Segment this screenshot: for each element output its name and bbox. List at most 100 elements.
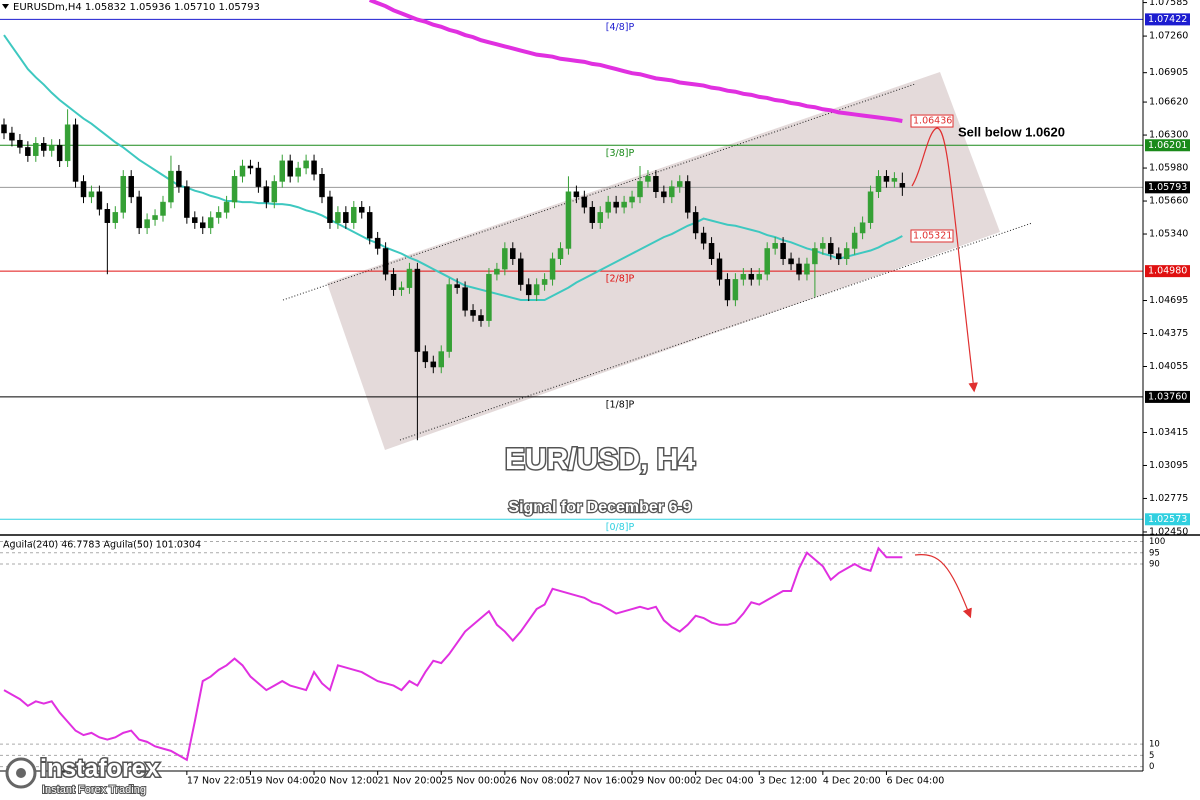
y-tick-label: 1.07260: [1149, 31, 1188, 42]
candle-body: [891, 178, 898, 182]
candle-body: [398, 287, 405, 290]
level-price-box: [1145, 13, 1190, 26]
candle-body: [740, 273, 747, 280]
logo: instaforex Instant Forex Trading: [5, 753, 161, 797]
level-price-box: [1145, 265, 1190, 278]
candle-body: [700, 232, 707, 244]
y-tick-label: 1.06300: [1149, 130, 1188, 141]
y-tick-label: 1.04055: [1149, 361, 1188, 372]
candle-body: [510, 248, 516, 260]
y-tick-label: 1.06620: [1149, 97, 1188, 108]
y-tick-label: 100: [1149, 537, 1165, 547]
ma-value-label: 1.06436: [913, 116, 952, 127]
level-price-box: [1145, 513, 1190, 526]
candle-body: [184, 186, 190, 218]
candle-body: [200, 222, 206, 229]
candle-body: [239, 165, 246, 177]
candle-body: [311, 160, 317, 175]
candle-body: [637, 181, 643, 198]
candle-body: [128, 176, 134, 198]
moving-average: [3, 34, 903, 302]
oscillator-panel: [0, 541, 1143, 768]
candle-body: [72, 124, 79, 182]
price-panel: [1, 0, 906, 441]
candle-body: [223, 201, 230, 213]
candle-body: [382, 248, 389, 275]
channel-area: [327, 72, 1000, 450]
candle-body: [303, 160, 309, 169]
candle-body: [589, 206, 596, 223]
candle-body: [80, 181, 87, 198]
axes: 1.07585 1.07260 1.06905 1.06620 1.06300 1.059…: [186, 0, 1190, 787]
y-tick-label: 1.02450: [1149, 526, 1188, 537]
level-price-label: 1.07422: [1148, 14, 1187, 25]
oscillator-arrow: [914, 554, 972, 619]
candle-body: [446, 284, 452, 352]
candle-body: [136, 196, 142, 229]
candle-body: [629, 196, 635, 203]
candle-body: [525, 284, 532, 296]
candle-body: [486, 273, 492, 321]
level-label: [1/8]P: [606, 399, 635, 410]
x-tick-label: 2 Dec 04:00: [696, 776, 754, 787]
candle-body: [732, 279, 739, 301]
y-tick-label: 1.03095: [1149, 460, 1188, 471]
y-tick-label: 1.05660: [1149, 196, 1188, 207]
candle-body: [327, 196, 333, 223]
candle-body: [144, 219, 150, 229]
candle-body: [430, 361, 437, 368]
candle-body: [549, 258, 556, 280]
y-tick-label: 90: [1149, 560, 1160, 570]
x-tick-label: 17 Nov 22:05: [187, 776, 251, 787]
y-tick-label: 1.07585: [1149, 0, 1188, 8]
current-price-label: 1.05793: [1148, 182, 1187, 193]
candle-body: [875, 176, 882, 193]
chart-subtitle: Signal for December 6-9: [508, 499, 691, 516]
candle-body: [41, 143, 47, 151]
candle-body: [120, 176, 126, 213]
x-tick-label: 21 Nov 20:00: [378, 776, 442, 787]
y-tick-label: 5: [1149, 751, 1154, 761]
candle-body: [231, 176, 238, 203]
candle-body: [828, 243, 834, 254]
candle-body: [645, 176, 651, 182]
candle-body: [470, 310, 476, 316]
candle-body: [899, 183, 906, 188]
level-price-box: [1145, 139, 1190, 152]
candle-body: [518, 258, 524, 285]
candle-body: [669, 186, 675, 198]
candle-body: [692, 212, 699, 234]
candle-body: [104, 209, 111, 223]
candle-body: [454, 284, 460, 288]
candle-body: [422, 351, 429, 363]
candle-body: [462, 287, 468, 311]
candle-body: [621, 201, 627, 208]
x-tick-label: 3 Dec 12:00: [759, 776, 817, 787]
candle-body: [605, 201, 611, 213]
candle-body: [684, 181, 691, 213]
candle-body: [613, 201, 619, 208]
candle-body: [597, 212, 603, 223]
candle-body: [17, 139, 23, 148]
level-label: [3/8]P: [606, 148, 635, 159]
ma-value-label: 1.05321: [913, 230, 952, 241]
candle-body: [788, 258, 794, 265]
logo-tagline: Instant Forex Trading: [42, 784, 146, 796]
candle-body: [883, 176, 890, 182]
x-tick-label: 25 Nov 00:00: [441, 776, 505, 787]
x-tick-label: 26 Nov 08:00: [505, 776, 569, 787]
ma-value-box: [910, 229, 954, 243]
candle-body: [351, 206, 357, 223]
candle-body: [533, 284, 540, 296]
candle-body: [319, 173, 325, 198]
y-tick-label: 1.04375: [1149, 328, 1188, 339]
candle-body: [406, 268, 413, 288]
candle-body: [764, 248, 770, 275]
level-price-label: 1.04980: [1148, 266, 1187, 277]
candle-body: [867, 191, 874, 223]
x-tick-label: 4 Dec 20:00: [823, 776, 881, 787]
candle-body: [414, 268, 421, 352]
candle-body: [215, 212, 222, 218]
